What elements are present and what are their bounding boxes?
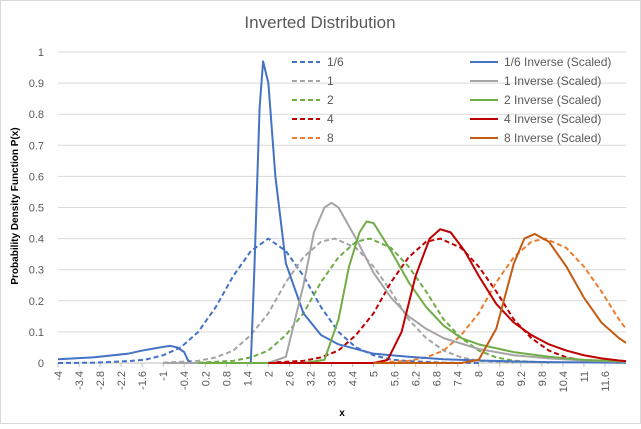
x-tick-label: 11	[579, 371, 591, 382]
legend-label: 2	[327, 93, 334, 107]
x-tick-label: 3.8	[326, 371, 338, 386]
y-tick-label: 0.7	[29, 140, 44, 152]
series-line-7	[163, 201, 627, 364]
x-tick-label: 8.6	[495, 371, 507, 386]
x-tick-label: -4	[53, 371, 65, 381]
chart-title: Inverted Distribution	[244, 13, 395, 32]
series-lines	[57, 60, 627, 364]
series-line-9	[268, 228, 627, 364]
legend-label: 8	[327, 131, 334, 145]
x-tick-label: 9.2	[516, 371, 528, 386]
x-tick-label: 5	[369, 371, 381, 377]
y-tick-label: 0	[38, 358, 44, 370]
legend-label: 2 Inverse (Scaled)	[504, 93, 601, 107]
y-tick-label: 0.6	[29, 171, 44, 183]
series-line-4	[268, 237, 620, 364]
series-line-5	[373, 237, 627, 364]
x-tick-label: -1	[158, 371, 170, 381]
legend-label: 1/6 Inverse (Scaled)	[504, 55, 611, 69]
y-tick-label: 0.8	[29, 109, 44, 121]
y-tick-label: 0.1	[29, 327, 44, 339]
x-tick-label: 11.6	[600, 371, 612, 392]
legend-label: 1	[327, 74, 334, 88]
y-axis-label: Probability Density Function P(x)	[10, 127, 21, 284]
x-tick-label: 9.8	[537, 371, 549, 386]
y-tick-label: 0.5	[29, 203, 44, 215]
x-tick-label: -2.2	[116, 371, 128, 390]
y-tick-label: 1	[38, 47, 44, 59]
x-tick-label: 1.4	[242, 371, 254, 386]
x-tick-label: 6.8	[432, 371, 444, 386]
legend-label: 1 Inverse (Scaled)	[504, 74, 601, 88]
x-tick-label: 2	[263, 371, 275, 377]
x-tick-label: -3.4	[74, 371, 86, 390]
x-tick-label: 3.2	[305, 371, 317, 386]
x-tick-label: 5.6	[390, 371, 402, 386]
series-line-2	[163, 237, 514, 364]
y-tick-label: 0.3	[29, 265, 44, 277]
x-tick-label: 4.4	[348, 371, 360, 386]
x-tick-label: -2.8	[95, 371, 107, 390]
series-line-1	[57, 237, 479, 364]
series-line-3	[198, 237, 549, 364]
x-tick-label: 8	[474, 371, 486, 377]
legend-label: 4	[327, 112, 334, 126]
x-tick-label: 10.4	[558, 371, 570, 392]
series-line-10	[373, 232, 627, 364]
x-tick-label: -0.4	[179, 371, 191, 390]
x-tick-label: 6.2	[411, 371, 423, 386]
y-tick-label: 0.9	[29, 78, 44, 90]
grid-lines	[58, 51, 626, 333]
legend: 1/6 1 2 4 8 1/6 Inverse (Scaled) 1 Inverse (Sc…	[292, 55, 611, 145]
series-line-8	[198, 220, 627, 364]
x-tick-label: -1.6	[137, 371, 149, 390]
x-tick-label: 7.4	[453, 371, 465, 386]
x-tick-label: 0.2	[200, 371, 212, 386]
x-tick-label: 0.8	[221, 371, 233, 386]
y-tick-label: 0.2	[29, 296, 44, 308]
legend-label: 1/6	[327, 55, 344, 69]
series-line-6	[57, 60, 627, 364]
x-tick-label: 2.6	[284, 371, 296, 386]
y-tick-label: 0.4	[29, 234, 44, 246]
legend-label: 4 Inverse (Scaled)	[504, 112, 601, 126]
legend-label: 8 Inverse (Scaled)	[504, 131, 601, 145]
x-axis-label: x	[339, 408, 345, 419]
